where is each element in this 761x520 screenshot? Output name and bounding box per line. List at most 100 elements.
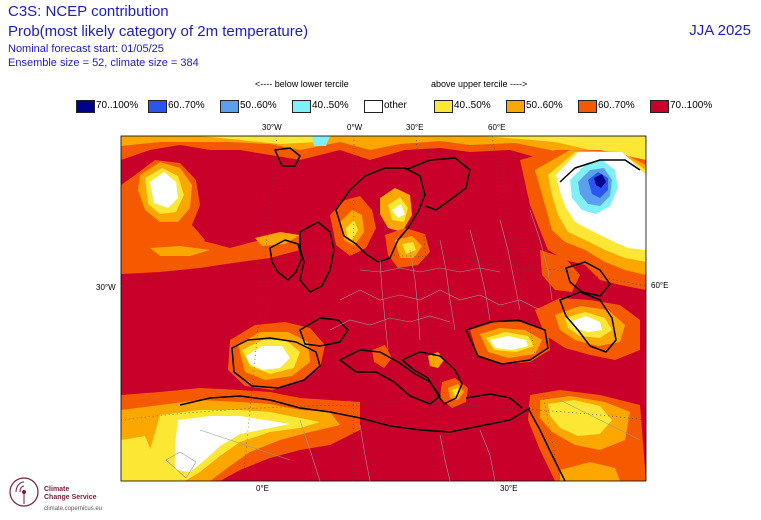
black-sea-coast bbox=[465, 319, 549, 365]
map-frame bbox=[120, 135, 647, 482]
border-line bbox=[359, 267, 501, 273]
branding-name: Climate Change Service bbox=[44, 486, 97, 502]
grid-label-bottom-0: 0°E bbox=[256, 484, 269, 493]
italy-coast bbox=[339, 349, 441, 405]
britain-coast bbox=[299, 221, 335, 293]
legend-label: 50..60% bbox=[240, 100, 277, 111]
border-line bbox=[165, 451, 197, 479]
volga-lake-coast bbox=[565, 261, 611, 297]
border-line bbox=[199, 429, 291, 461]
grid-label-top-30w: 30°W bbox=[262, 123, 282, 132]
field-other bbox=[246, 346, 290, 370]
legend-label: 70..100% bbox=[670, 100, 713, 111]
border-line bbox=[559, 399, 641, 441]
country-borders bbox=[165, 209, 641, 481]
legend-swatch bbox=[434, 100, 453, 113]
field-other bbox=[490, 336, 528, 350]
border-line bbox=[379, 259, 389, 351]
meridian-30e bbox=[415, 136, 444, 481]
legend-swatch bbox=[506, 100, 525, 113]
caspian-coast bbox=[559, 291, 617, 353]
forecast-start: Nominal forecast start: 01/05/25 bbox=[8, 43, 164, 55]
border-line bbox=[409, 249, 421, 341]
field-other bbox=[392, 204, 405, 218]
grid-label-top-60e: 60°E bbox=[488, 123, 505, 132]
turkey-south-coast bbox=[465, 393, 523, 409]
border-line bbox=[469, 229, 491, 321]
border-line bbox=[499, 219, 521, 311]
copernicus-logo-icon bbox=[9, 477, 39, 507]
legend-swatch bbox=[76, 100, 95, 113]
above-tercile-label: above upper tercile ----> bbox=[431, 79, 528, 89]
field-above-40-50 bbox=[121, 436, 155, 481]
meridian-30w bbox=[242, 136, 278, 481]
field-other bbox=[150, 172, 178, 208]
map-field bbox=[121, 136, 646, 481]
legend-label: 40..50% bbox=[312, 100, 349, 111]
chart-title: C3S: NCEP contribution bbox=[8, 3, 169, 20]
parallel-40n bbox=[121, 404, 646, 421]
field-above-40-50 bbox=[200, 136, 330, 144]
coastlines bbox=[179, 147, 641, 481]
border-line bbox=[329, 315, 451, 331]
grid-label-bottom-30e: 30°E bbox=[500, 484, 517, 493]
legend-label: 70..100% bbox=[96, 100, 139, 111]
grid-label-top-30e: 30°E bbox=[406, 123, 423, 132]
legend-swatch bbox=[650, 100, 669, 113]
levant-red-sea-coast bbox=[527, 407, 566, 481]
grid-label-left: 30°W bbox=[96, 283, 116, 292]
border-line bbox=[299, 419, 321, 481]
field-below-40-50 bbox=[312, 136, 330, 146]
legend-label: other bbox=[384, 100, 407, 111]
legend-label: 40..50% bbox=[454, 100, 491, 111]
graticule bbox=[121, 136, 646, 481]
field-above-50-60 bbox=[255, 232, 300, 246]
parallel-60n bbox=[121, 254, 646, 287]
field-above-40-50 bbox=[548, 400, 612, 436]
below-tercile-label: <---- below lower tercile bbox=[255, 79, 349, 89]
north-africa-coast bbox=[179, 395, 531, 433]
field-below-70-100 bbox=[594, 174, 606, 188]
legend-label: 50..60% bbox=[526, 100, 563, 111]
season-label: JJA 2025 bbox=[689, 22, 751, 39]
field-above-50-60 bbox=[560, 462, 620, 481]
field-above-60-70 bbox=[121, 236, 300, 274]
branding-url: climate.copernicus.eu bbox=[44, 506, 103, 512]
ireland-coast bbox=[269, 239, 303, 281]
grid-label-right: 60°E bbox=[651, 281, 668, 290]
meridian-0 bbox=[352, 136, 355, 481]
chart-subtitle: Prob(most likely category of 2m temperat… bbox=[8, 23, 309, 40]
legend-swatch bbox=[578, 100, 597, 113]
legend-swatch bbox=[148, 100, 167, 113]
field-above-60-70 bbox=[372, 345, 392, 368]
ensemble-size: Ensemble size = 52, climate size = 384 bbox=[8, 57, 199, 69]
legend-label: 60..70% bbox=[598, 100, 635, 111]
legend-swatch bbox=[220, 100, 239, 113]
iberia-coast bbox=[231, 337, 321, 389]
legend-label: 60..70% bbox=[168, 100, 205, 111]
border-line bbox=[479, 429, 496, 481]
scandinavia-coast bbox=[335, 167, 426, 263]
field-above-40-50 bbox=[480, 136, 646, 188]
field-other bbox=[570, 316, 602, 332]
balkans-coast bbox=[401, 351, 463, 405]
field-above-50-60 bbox=[150, 246, 210, 256]
border-line bbox=[439, 434, 451, 481]
branding-line-2: Change Service bbox=[44, 494, 97, 501]
legend-swatch bbox=[292, 100, 311, 113]
border-line bbox=[439, 239, 456, 331]
branding-line-1: Climate bbox=[44, 486, 70, 493]
border-line bbox=[529, 209, 553, 301]
finland-coast bbox=[404, 157, 471, 211]
white-sea-coast bbox=[559, 159, 641, 183]
field-above-40-50 bbox=[346, 220, 358, 240]
iceland-coast bbox=[274, 147, 301, 167]
grid-label-top-0: 0°W bbox=[347, 123, 363, 132]
legend-swatch bbox=[364, 100, 383, 113]
france-bay-coast bbox=[299, 317, 349, 347]
field-above-40-50 bbox=[402, 242, 416, 254]
border-line bbox=[359, 424, 371, 481]
border-line bbox=[339, 289, 541, 311]
field-other bbox=[175, 416, 290, 472]
